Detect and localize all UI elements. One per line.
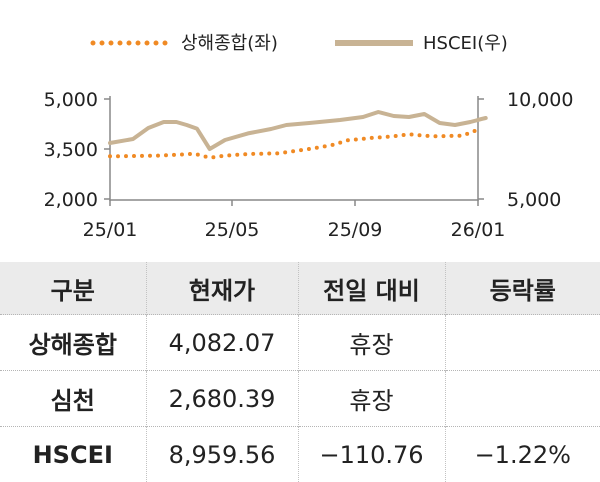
x-tick-label-2601: 26/01 [451, 219, 506, 241]
table-row: HSCEI 8,959.56 −110.76 −1.22% [0, 427, 600, 482]
change-rate [445, 315, 600, 371]
x-tick-label-2501: 25/01 [83, 219, 138, 241]
shanghai-series-line [110, 130, 478, 158]
index-name: 상해종합 [0, 315, 146, 371]
column-header-price: 현재가 [146, 262, 298, 315]
column-header-category: 구분 [0, 262, 146, 315]
legend-label-shanghai: 상해종합(좌) [181, 33, 278, 54]
x-tick-label-2505: 25/05 [205, 219, 260, 241]
current-price: 2,680.39 [146, 371, 298, 427]
right-tick-label-5000: 5,000 [507, 189, 561, 211]
table-header-row: 구분 현재가 전일 대비 등락률 [0, 262, 600, 315]
table-row: 상해종합 4,082.07 휴장 [0, 315, 600, 371]
current-price: 4,082.07 [146, 315, 298, 371]
left-axis: 5,000 3,500 2,000 [44, 89, 110, 211]
hscei-series-line [110, 112, 486, 149]
daily-change: 휴장 [298, 371, 445, 427]
table-row: 심천 2,680.39 휴장 [0, 371, 600, 427]
left-tick-label-5000: 5,000 [44, 89, 98, 111]
column-header-change: 전일 대비 [298, 262, 445, 315]
index-name: 심천 [0, 371, 146, 427]
x-tick-label-2509: 25/09 [328, 219, 383, 241]
plot-lines [110, 112, 486, 158]
current-price: 8,959.56 [146, 427, 298, 482]
index-name: HSCEI [0, 427, 146, 482]
change-rate [445, 371, 600, 427]
change-rate: −1.22% [445, 427, 600, 482]
market-line-chart: 상해종합(좌) HSCEI(우) 5,000 3,500 2,000 10,00… [0, 0, 600, 255]
x-axis: 25/01 25/05 25/09 26/01 [83, 200, 506, 241]
right-axis: 10,000 5,000 [478, 89, 573, 211]
column-header-rate: 등락률 [445, 262, 600, 315]
chart-legend: 상해종합(좌) HSCEI(우) [93, 33, 508, 54]
left-tick-label-3500: 3,500 [44, 139, 98, 161]
index-quote-table: 구분 현재가 전일 대비 등락률 상해종합 4,082.07 휴장 심천 2,6… [0, 262, 600, 482]
daily-change: −110.76 [298, 427, 445, 482]
legend-label-hscei: HSCEI(우) [423, 33, 508, 54]
daily-change: 휴장 [298, 315, 445, 371]
right-tick-label-10000: 10,000 [507, 89, 573, 111]
left-tick-label-2000: 2,000 [44, 189, 98, 211]
